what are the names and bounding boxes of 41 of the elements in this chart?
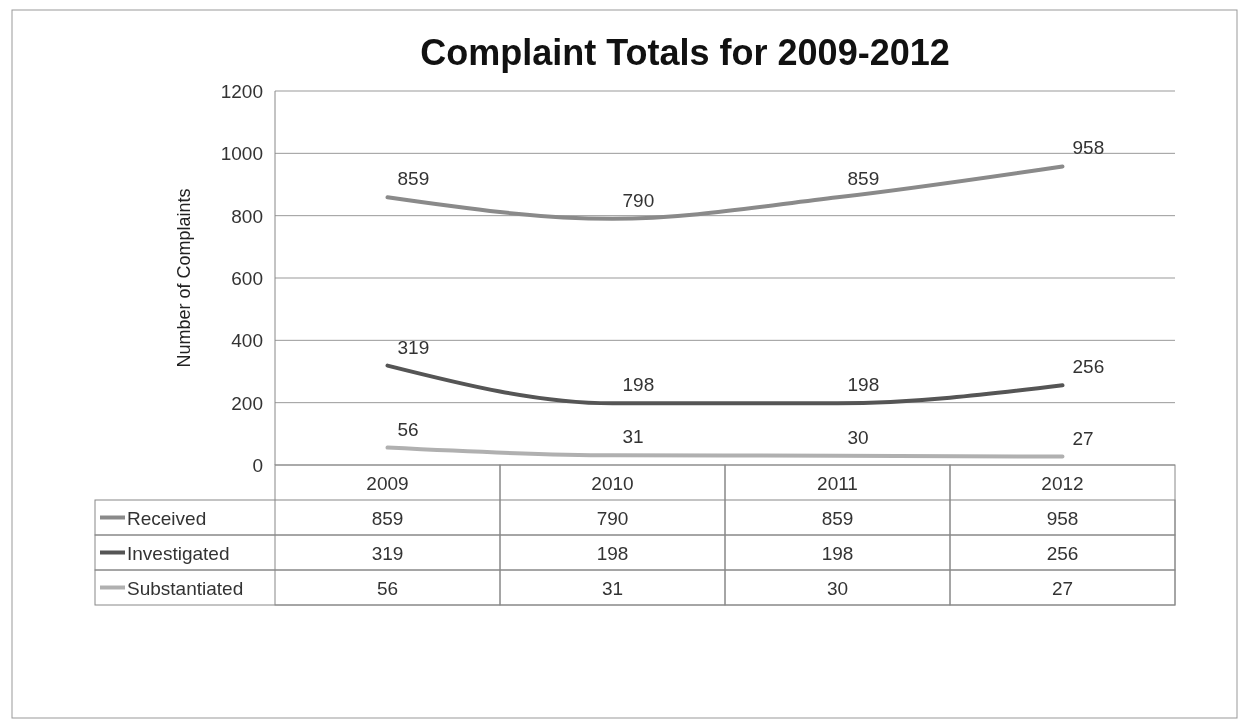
line-series [385,445,1065,459]
data-label: 30 [826,578,849,599]
x-tick-label: 2009 [366,473,409,494]
annotation: 30 [847,426,869,448]
data-label: 198 [596,543,629,564]
data-label: 198 [821,543,854,564]
data-label: 31 [601,578,624,599]
annotation: 256 [1072,356,1105,378]
y-tick-label: 200 [231,392,263,414]
data-label: 958 [1046,508,1079,529]
annotation: 790 [622,189,655,211]
data-label: 319 [371,543,404,564]
annotation: 319 [397,336,430,358]
annotation: 198 [847,374,880,396]
annotation: 859 [397,168,430,190]
x-tick-label: 2012 [1041,473,1084,494]
y-tick-label: 400 [231,330,263,352]
legend-label: Substantiated [127,578,244,599]
data-label: 256 [1046,543,1079,564]
annotation: 198 [622,374,655,396]
data-label: 859 [371,508,404,529]
y-axis-title: Number of Complaints [174,188,194,368]
annotation: 31 [622,426,644,448]
annotation: 859 [847,168,880,190]
x-tick-label: 2010 [591,473,634,494]
chart-title: Complaint Totals for 2009-2012 [420,32,950,73]
data-label: 27 [1051,578,1074,599]
annotation: 27 [1072,427,1094,449]
y-tick-label: 1200 [220,81,263,102]
legend-label: Investigated [127,543,230,564]
data-label: 790 [596,508,629,529]
annotation: 56 [397,418,419,440]
y-tick-label: 0 [252,455,263,476]
legend-label: Received [127,508,207,529]
data-label: 56 [376,578,399,599]
data-label: 859 [821,508,854,529]
x-tick-label: 2011 [817,473,858,494]
y-tick-label: 600 [231,268,263,289]
y-tick-label: 800 [231,205,263,227]
annotation: 958 [1072,137,1105,159]
y-tick-label: 1000 [220,143,263,165]
